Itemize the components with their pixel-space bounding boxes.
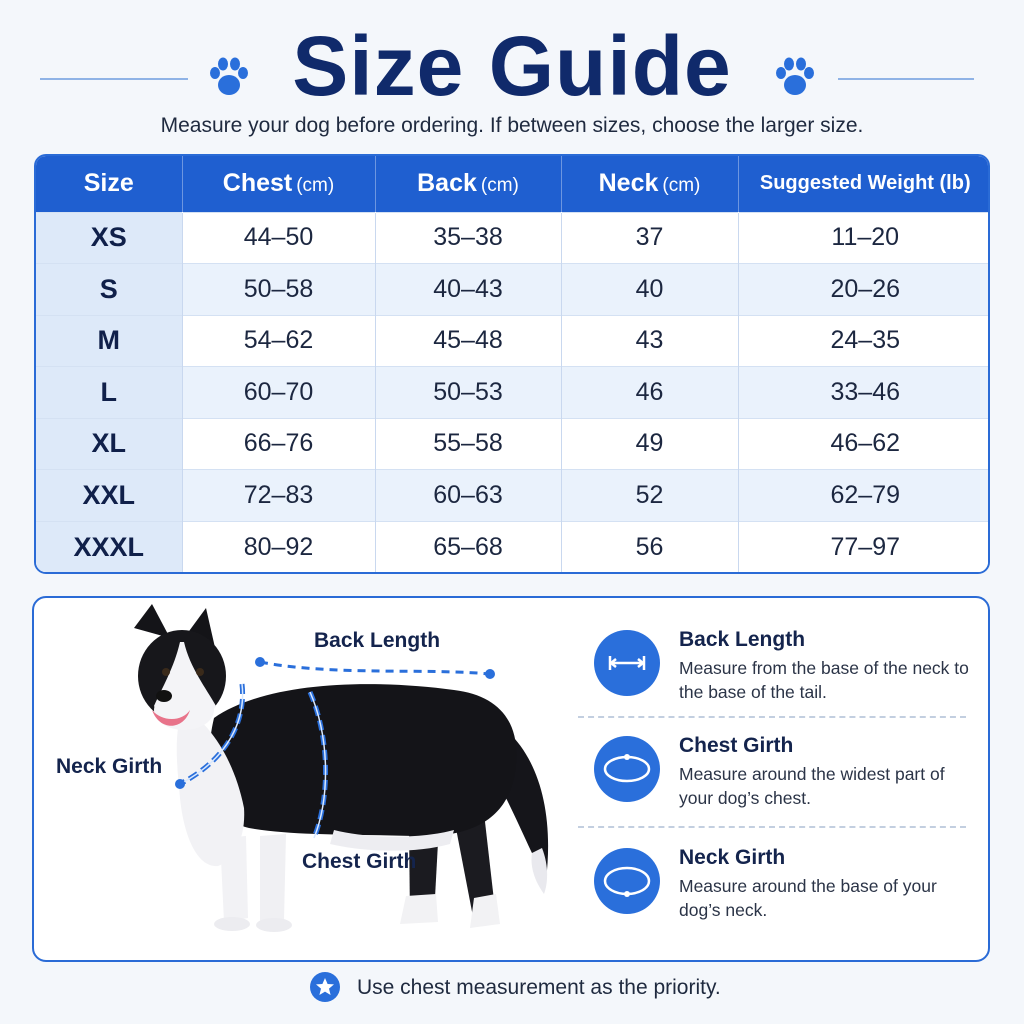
- size-cell: S: [36, 263, 183, 315]
- star-icon: [310, 972, 340, 1002]
- guide-item-back-length: Back Length Measure from the base of the…: [578, 626, 978, 726]
- chest-girth-label: Chest Girth: [302, 850, 417, 873]
- dog-diagram: Back Length Neck Girth Chest Girth: [34, 598, 594, 960]
- column-header-weight: Suggested Weight (lb): [759, 172, 971, 195]
- neck-cell: 46: [561, 366, 739, 418]
- back-cell: 60–63: [375, 469, 562, 521]
- header: Size Guide: [0, 14, 1024, 114]
- guide-title: Neck Girth: [679, 846, 786, 869]
- neck-cell: 37: [561, 211, 739, 264]
- paw-icon: [776, 57, 814, 95]
- neck-cell: 40: [561, 263, 739, 315]
- column-header-chest: Chest (cm): [182, 156, 376, 212]
- tape-loop-icon: [594, 736, 660, 802]
- weight-cell: 20–26: [738, 263, 988, 315]
- measurement-panel: Back Length Neck Girth Chest Girth Back …: [32, 596, 990, 962]
- weight-cell: 11–20: [738, 211, 988, 264]
- neck-cell: 43: [561, 314, 739, 367]
- footer-text: Use chest measurement as the priority.: [357, 976, 721, 999]
- chest-cell: 60–70: [182, 366, 376, 418]
- table-row: XL 66–76 55–58 49 46–62: [36, 417, 988, 470]
- back-cell: 45–48: [375, 314, 562, 367]
- size-cell: M: [36, 314, 183, 367]
- paw-icon: [210, 57, 248, 95]
- header-divider-right: [838, 78, 974, 80]
- neck-cell: 52: [561, 469, 739, 521]
- column-header-size: Size: [36, 156, 183, 212]
- weight-cell: 33–46: [738, 366, 988, 418]
- chest-cell: 50–58: [182, 263, 376, 315]
- neck-cell: 56: [561, 520, 739, 572]
- weight-cell: 46–62: [738, 417, 988, 470]
- guide-item-neck-girth: Neck Girth Measure around the base of yo…: [578, 844, 978, 944]
- neck-cell: 49: [561, 417, 739, 470]
- footer-note: Use chest measurement as the priority.: [0, 970, 1024, 1010]
- collar-loop-icon: [594, 848, 660, 914]
- dog-illustration: [134, 604, 549, 932]
- guide-description: Measure around the widest part of your d…: [679, 764, 945, 808]
- guide-divider: [578, 716, 966, 718]
- chest-cell: 66–76: [182, 417, 376, 470]
- column-header-back: Back (cm): [375, 156, 562, 212]
- size-cell: XXXL: [36, 520, 183, 572]
- back-length-label: Back Length: [314, 629, 441, 652]
- chest-cell: 72–83: [182, 469, 376, 521]
- back-cell: 55–58: [375, 417, 562, 470]
- guide-title: Chest Girth: [679, 734, 794, 757]
- size-cell: XXL: [36, 469, 183, 521]
- back-cell: 50–53: [375, 366, 562, 418]
- guide-divider: [578, 826, 966, 828]
- chest-cell: 80–92: [182, 520, 376, 572]
- table-row: XXXL 80–92 65–68 56 77–97: [36, 520, 988, 572]
- weight-cell: 24–35: [738, 314, 988, 367]
- page-title: Size Guide: [292, 19, 732, 113]
- back-cell: 40–43: [375, 263, 562, 315]
- table-row: XS 44–50 35–38 37 11–20: [36, 211, 988, 264]
- guide-description: Measure around the base of your dog’s ne…: [679, 876, 937, 920]
- neck-girth-label: Neck Girth: [56, 755, 163, 778]
- table-row: M 54–62 45–48 43 24–35: [36, 314, 988, 367]
- back-cell: 65–68: [375, 520, 562, 572]
- table-row: S 50–58 40–43 40 20–26: [36, 263, 988, 315]
- guide-description: Measure from the base of the neck to the…: [679, 658, 969, 702]
- ruler-arrows-icon: [594, 630, 660, 696]
- table-row: XXL 72–83 60–63 52 62–79: [36, 469, 988, 521]
- weight-cell: 62–79: [738, 469, 988, 521]
- table-header-row: Size Chest (cm) Back (cm) Neck (cm) Suggest…: [36, 156, 988, 212]
- size-cell: XS: [36, 211, 183, 264]
- guide-item-chest-girth: Chest Girth Measure around the widest pa…: [578, 732, 978, 832]
- header-divider-left: [40, 78, 188, 80]
- column-header-neck: Neck (cm): [561, 156, 739, 212]
- size-cell: XL: [36, 417, 183, 470]
- guide-title: Back Length: [679, 628, 806, 651]
- size-table: Size Chest (cm) Back (cm) Neck (cm) Suggest…: [34, 154, 990, 574]
- measurement-guide: Back Length Measure from the base of the…: [578, 598, 978, 960]
- chest-cell: 54–62: [182, 314, 376, 367]
- back-cell: 35–38: [375, 211, 562, 264]
- weight-cell: 77–97: [738, 520, 988, 572]
- table-row: L 60–70 50–53 46 33–46: [36, 366, 988, 418]
- size-cell: L: [36, 366, 183, 418]
- chest-cell: 44–50: [182, 211, 376, 264]
- page-subtitle: Measure your dog before ordering. If bet…: [160, 114, 864, 137]
